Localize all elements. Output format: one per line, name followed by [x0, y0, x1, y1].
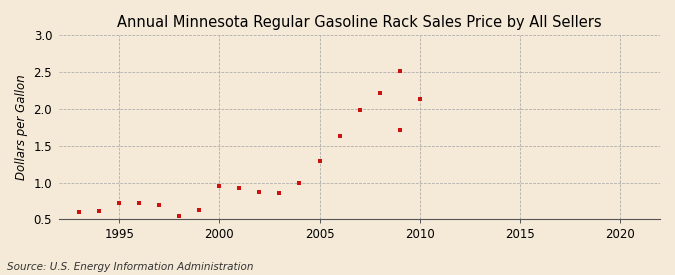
Text: Source: U.S. Energy Information Administration: Source: U.S. Energy Information Administ…	[7, 262, 253, 272]
Title: Annual Minnesota Regular Gasoline Rack Sales Price by All Sellers: Annual Minnesota Regular Gasoline Rack S…	[117, 15, 602, 30]
Y-axis label: Dollars per Gallon: Dollars per Gallon	[15, 75, 28, 180]
